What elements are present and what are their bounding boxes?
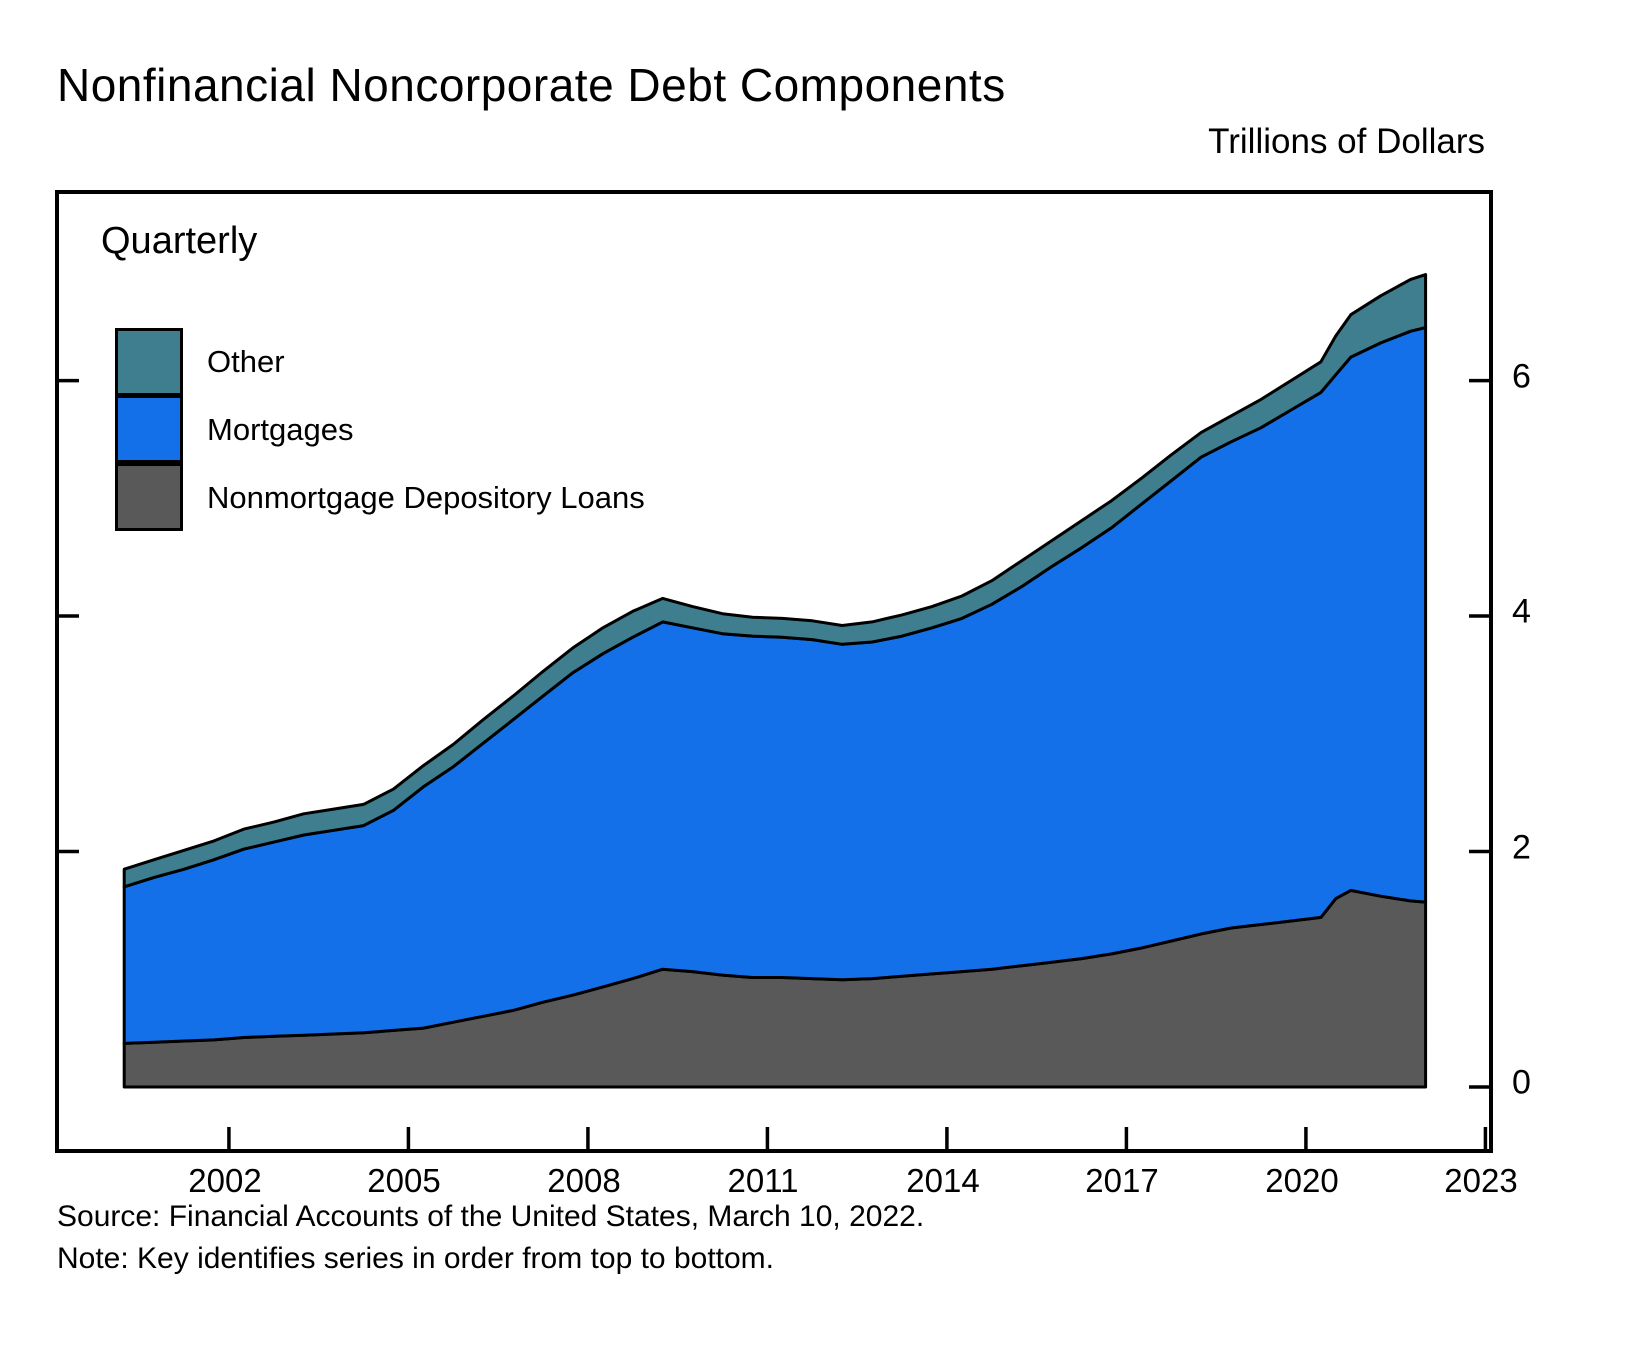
frequency-label: Quarterly: [101, 220, 258, 262]
y-tick-label-6: 6: [1512, 357, 1531, 396]
legend-label-other: Other: [207, 344, 285, 379]
x-tick-label-2017: 2017: [1085, 1162, 1159, 1199]
x-tick-label-2002: 2002: [188, 1162, 262, 1199]
y-tick-label-0: 0: [1512, 1063, 1531, 1102]
x-tick-label-2023: 2023: [1444, 1162, 1518, 1199]
x-tick-label-2005: 2005: [367, 1162, 441, 1199]
source-line: Source: Financial Accounts of the United…: [57, 1200, 925, 1233]
note-line: Note: Key identifies series in order fro…: [57, 1242, 774, 1275]
y-axis-units-label: Trillions of Dollars: [1208, 122, 1485, 161]
stacked-area-plot: [59, 273, 1489, 1149]
x-tick-label-2020: 2020: [1265, 1162, 1339, 1199]
y-tick-label-4: 4: [1512, 592, 1531, 631]
legend-item-mortgages: Mortgages: [115, 394, 645, 464]
y-tick-label-2: 2: [1512, 828, 1531, 867]
legend-item-other: Other: [115, 328, 645, 396]
legend-label-nonmortgage-depository-loans: Nonmortgage Depository Loans: [207, 480, 645, 515]
legend-item-nonmortgage-depository-loans: Nonmortgage Depository Loans: [115, 462, 645, 532]
legend: Other Mortgages Nonmortgage Depository L…: [115, 328, 645, 532]
chart-title: Nonfinancial Noncorporate Debt Component…: [57, 59, 1006, 111]
plot-frame: Quarterly Other Mortgages Nonmortgage De…: [55, 190, 1493, 1153]
x-tick-label-2014: 2014: [906, 1162, 980, 1199]
legend-label-mortgages: Mortgages: [207, 412, 354, 447]
legend-swatch-nonmortgage-depository-loans: [115, 462, 183, 531]
x-tick-label-2011: 2011: [727, 1162, 799, 1199]
legend-swatch-mortgages: [115, 394, 183, 463]
legend-swatch-other: [115, 328, 183, 396]
x-tick-label-2008: 2008: [547, 1162, 621, 1199]
area-other: [122, 273, 1428, 889]
